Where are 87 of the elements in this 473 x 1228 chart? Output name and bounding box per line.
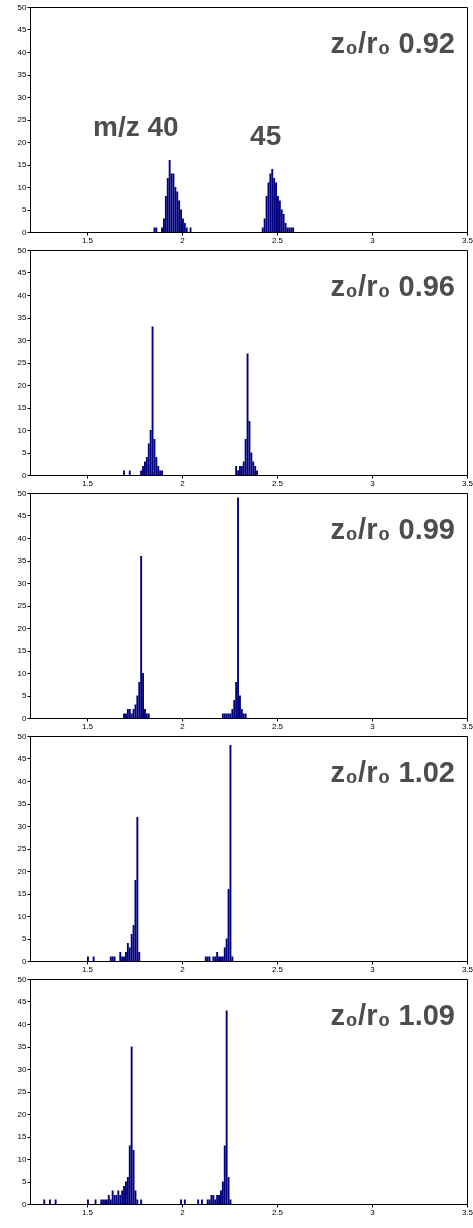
y-tick-label: 45 [17,25,28,34]
x-tick-label: 2 [180,964,186,974]
y-tick-label: 40 [17,533,28,543]
y-tick-label: 20 [17,1109,28,1119]
x-tick-label: 3.5 [461,721,473,731]
y-tick-label: 25 [17,115,28,124]
y-tick-label: 45 [17,754,28,763]
x-tick-label: 3 [370,478,376,488]
y-tick-label: 45 [17,268,28,277]
y-tick-label: 0 [22,713,28,723]
y-tick-label: 30 [17,92,28,102]
x-tick-label: 1.5 [81,478,94,488]
y-tick-label: 35 [17,556,28,565]
y-tick-label: 25 [17,844,28,853]
y-tick-label: 50 [17,731,28,741]
x-tick-label: 2.5 [271,478,284,488]
y-tick-label: 10 [17,1154,28,1164]
annotation: m/z 40 [93,111,179,142]
y-tick-label: 20 [17,380,28,390]
x-tick-label: 2.5 [271,721,284,731]
y-tick-label: 25 [17,601,28,610]
y-tick-label: 40 [17,776,28,786]
y-tick-label: 35 [17,313,28,322]
y-tick-label: 50 [17,245,28,255]
text: z₀/r₀ 0.99 [330,513,455,545]
y-tick-label: 40 [17,290,28,300]
y-tick-label: 35 [17,799,28,808]
y-tick-label: 40 [17,47,28,57]
y-tick-label: 30 [17,578,28,588]
y-tick-label: 35 [17,70,28,79]
x-tick-label: 3.5 [461,1207,473,1217]
y-tick-label: 5 [22,448,28,457]
x-tick-label: 2.5 [271,964,284,974]
y-tick-label: 25 [17,358,28,367]
y-tick-label: 50 [17,488,28,498]
y-tick-label: 15 [17,1132,28,1141]
y-tick-label: 10 [17,425,28,435]
x-tick-label: 2.5 [271,235,284,245]
y-tick-label: 50 [17,2,28,12]
x-tick-label: 2 [180,721,186,731]
y-tick-label: 10 [17,182,28,192]
y-tick-label: 25 [17,1087,28,1096]
x-tick-label: 3 [370,721,376,731]
x-tick-label: 3 [370,964,376,974]
y-tick-label: 50 [17,974,28,984]
x-tick-label: 1.5 [81,1207,94,1217]
y-tick-label: 5 [22,691,28,700]
y-tick-label: 45 [17,997,28,1006]
y-tick-label: 10 [17,911,28,921]
y-tick-label: 30 [17,821,28,831]
y-tick-label: 35 [17,1042,28,1051]
y-tick-label: 5 [22,934,28,943]
y-tick-label: 15 [17,889,28,898]
text: z₀/r₀ 1.02 [330,756,455,788]
text: z₀/r₀ 0.92 [330,27,455,59]
x-tick-label: 3 [370,235,376,245]
x-tick-label: 2 [180,478,186,488]
y-tick-label: 5 [22,205,28,214]
x-tick-label: 2 [180,235,186,245]
x-tick-label: 1.5 [81,964,94,974]
x-tick-label: 3.5 [461,235,473,245]
y-tick-label: 0 [22,470,28,480]
x-tick-label: 2.5 [271,1207,284,1217]
x-tick-label: 2 [180,1207,186,1217]
y-tick-label: 0 [22,227,28,237]
y-tick-label: 15 [17,646,28,655]
y-tick-label: 30 [17,335,28,345]
x-tick-label: 3.5 [461,964,473,974]
y-tick-label: 5 [22,1177,28,1186]
y-tick-label: 10 [17,668,28,678]
x-tick-label: 3 [370,1207,376,1217]
text: z₀/r₀ 0.96 [330,270,455,302]
y-tick-label: 15 [17,403,28,412]
y-tick-label: 15 [17,160,28,169]
y-tick-label: 20 [17,137,28,147]
x-tick-label: 1.5 [81,721,94,731]
y-tick-label: 30 [17,1064,28,1074]
text: z₀/r₀ 1.09 [330,999,455,1031]
y-tick-label: 40 [17,1019,28,1029]
y-tick-label: 0 [22,1199,28,1209]
y-tick-label: 20 [17,866,28,876]
y-tick-label: 45 [17,511,28,520]
annotation: 45 [250,120,282,151]
x-tick-label: 3.5 [461,478,473,488]
x-tick-label: 1.5 [81,235,94,245]
y-tick-label: 20 [17,623,28,633]
y-tick-label: 0 [22,956,28,966]
